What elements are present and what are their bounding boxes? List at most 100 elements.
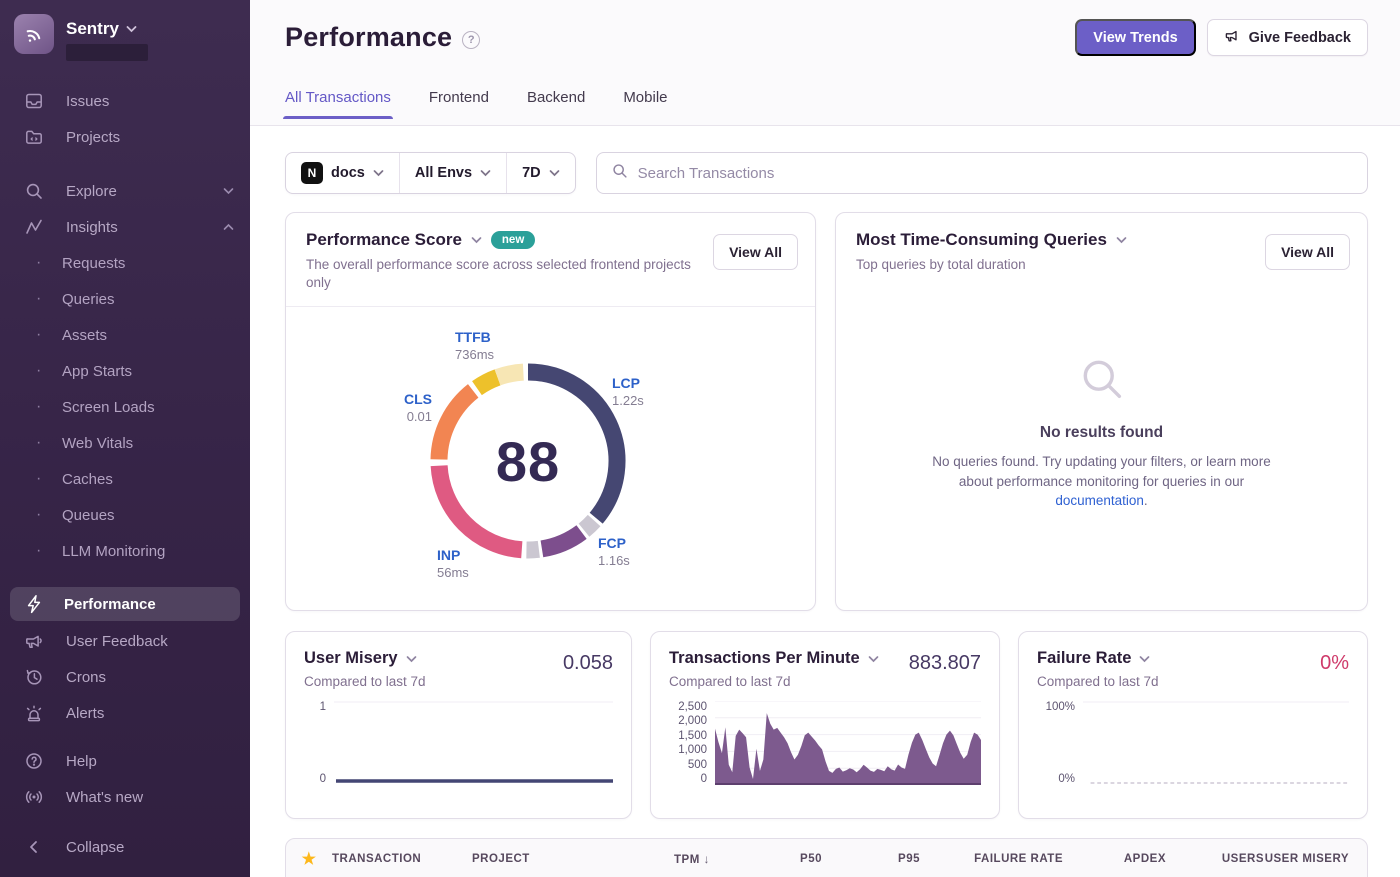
performance-score-card: Performance Score new The overall perfor… [285,212,816,611]
nextjs-platform-icon: N [301,162,323,184]
sidebar-item-insights[interactable]: Insights [0,209,250,245]
tab-all-transactions[interactable]: All Transactions [283,89,393,119]
sidebar-item-web-vitals[interactable]: · Web Vitals [0,425,250,461]
card-subtitle: Compared to last 7d [304,674,426,689]
sidebar-item-label: Alerts [66,704,105,722]
column-tpm[interactable]: TPM ↓ [674,852,710,866]
tab-frontend[interactable]: Frontend [428,89,489,106]
sidebar-collapse-button[interactable]: Collapse [0,829,250,865]
page-help-icon[interactable]: ? [462,30,481,49]
card-subtitle: Top queries by total duration [856,257,1026,272]
chevron-down-icon[interactable] [471,231,482,249]
sidebar-item-queues[interactable]: · Queues [0,497,250,533]
column-p95[interactable]: P95 [898,853,920,865]
sidebar-item-label: App Starts [62,362,133,380]
graph-icon [24,217,44,237]
transactions-table: ★ TRANSACTION PROJECT TPM ↓ P50 P95 FAIL… [285,838,1368,877]
sidebar-item-label: Issues [66,92,110,110]
sidebar-item-crons[interactable]: Crons [0,659,250,695]
documentation-link[interactable]: documentation [1055,493,1144,509]
sidebar-item-label: Insights [66,218,118,236]
failure-rate-card: Failure Rate 0% Compared to last 7d 100%… [1018,631,1368,819]
sidebar-item-llm-monitoring[interactable]: · LLM Monitoring [0,533,250,569]
empty-state: No results found No queries found. Try u… [836,353,1367,511]
time-consuming-queries-card: Most Time-Consuming Queries Top queries … [835,212,1368,611]
sidebar-item-performance[interactable]: Performance [10,587,240,621]
sidebar-item-label: Queues [62,506,115,524]
empty-state-body: No queries found. Try updating your filt… [932,454,1271,509]
sidebar-item-assets[interactable]: · Assets [0,317,250,353]
card-title: Performance Score [306,230,462,249]
tab-mobile[interactable]: Mobile [623,89,668,106]
sidebar-item-label: Crons [66,668,107,686]
chevron-down-icon[interactable] [1139,650,1150,668]
vital-ttfb: TTFB 736ms [455,329,495,362]
give-feedback-button[interactable]: Give Feedback [1206,19,1368,56]
failure-rate-chart [1083,701,1349,784]
view-all-button[interactable]: View All [1265,234,1350,270]
new-badge: new [490,231,536,249]
sidebar-item-user-feedback[interactable]: User Feedback [0,623,250,659]
tab-backend[interactable]: Backend [526,89,586,106]
y-axis-labels: 2,500 2,000 1,500 1,000 500 0 [678,701,707,785]
environment-selector[interactable]: All Envs [398,153,506,193]
chevron-down-icon[interactable] [406,650,417,668]
chevron-up-icon [223,223,234,231]
sidebar-item-explore[interactable]: Explore [0,173,250,209]
column-transaction[interactable]: TRANSACTION [332,853,422,865]
vital-cls: CLS 0.01 [404,391,432,424]
y-axis-labels: 100% 0% [1045,701,1075,785]
sidebar: Sentry Issues Projects Explore Insights … [0,0,250,877]
search-transactions-box[interactable] [595,152,1368,194]
column-apdex[interactable]: APDEX [1123,853,1166,865]
date-range-selector[interactable]: 7D [506,153,575,193]
sidebar-item-requests[interactable]: · Requests [0,245,250,281]
sidebar-item-projects[interactable]: Projects [0,119,250,155]
sidebar-item-label: Performance [64,595,156,613]
search-transactions-input[interactable] [637,164,1353,182]
column-users[interactable]: USERS [1221,853,1264,865]
sidebar-item-app-starts[interactable]: · App Starts [0,353,250,389]
column-user-misery[interactable]: USER MISERY [1264,853,1349,865]
sidebar-item-queries[interactable]: · Queries [0,281,250,317]
sidebar-item-label: Help [66,752,97,770]
folder-icon [24,127,44,147]
sidebar-item-alerts[interactable]: Alerts [0,695,250,731]
megaphone-icon [1224,27,1241,48]
user-misery-value: 0.058 [562,652,613,674]
sidebar-item-whats-new[interactable]: What's new [0,779,250,815]
column-failure-rate[interactable]: FAILURE RATE [974,853,1063,865]
bullet-icon: · [36,362,42,379]
chevron-down-icon [223,187,234,195]
bullet-icon: · [36,470,42,487]
org-switcher[interactable]: Sentry [0,0,250,61]
search-icon [24,181,44,201]
sidebar-item-help[interactable]: Help [0,743,250,779]
chevron-down-icon[interactable] [868,650,879,668]
sidebar-item-screen-loads[interactable]: · Screen Loads [0,389,250,425]
table-header-row: ★ TRANSACTION PROJECT TPM ↓ P50 P95 FAIL… [286,839,1367,877]
bullet-icon: · [36,326,42,343]
sidebar-item-issues[interactable]: Issues [0,83,250,119]
failure-rate-value: 0% [1320,652,1349,674]
tab-bar: All Transactions Frontend Backend Mobile [283,89,668,119]
help-icon [24,751,44,771]
sidebar-item-label: Screen Loads [62,398,155,416]
give-feedback-label: Give Feedback [1248,29,1351,46]
search-empty-icon [1083,360,1121,399]
megaphone-icon [24,631,44,651]
sidebar-item-caches[interactable]: · Caches [0,461,250,497]
view-trends-button[interactable]: View Trends [1075,19,1196,56]
card-title: Most Time-Consuming Queries [856,230,1107,249]
view-all-button[interactable]: View All [713,234,798,270]
star-icon[interactable]: ★ [301,851,317,868]
sentry-logo-icon [14,14,54,54]
project-selector[interactable]: N docs [286,153,399,193]
sidebar-item-label: Web Vitals [62,434,134,452]
chevron-left-icon [24,837,44,857]
environment-selector-value: All Envs [414,165,473,181]
vital-inp: INP 56ms [437,547,469,580]
column-p50[interactable]: P50 [800,853,822,865]
chevron-down-icon[interactable] [1116,231,1127,249]
column-project[interactable]: PROJECT [472,853,530,865]
